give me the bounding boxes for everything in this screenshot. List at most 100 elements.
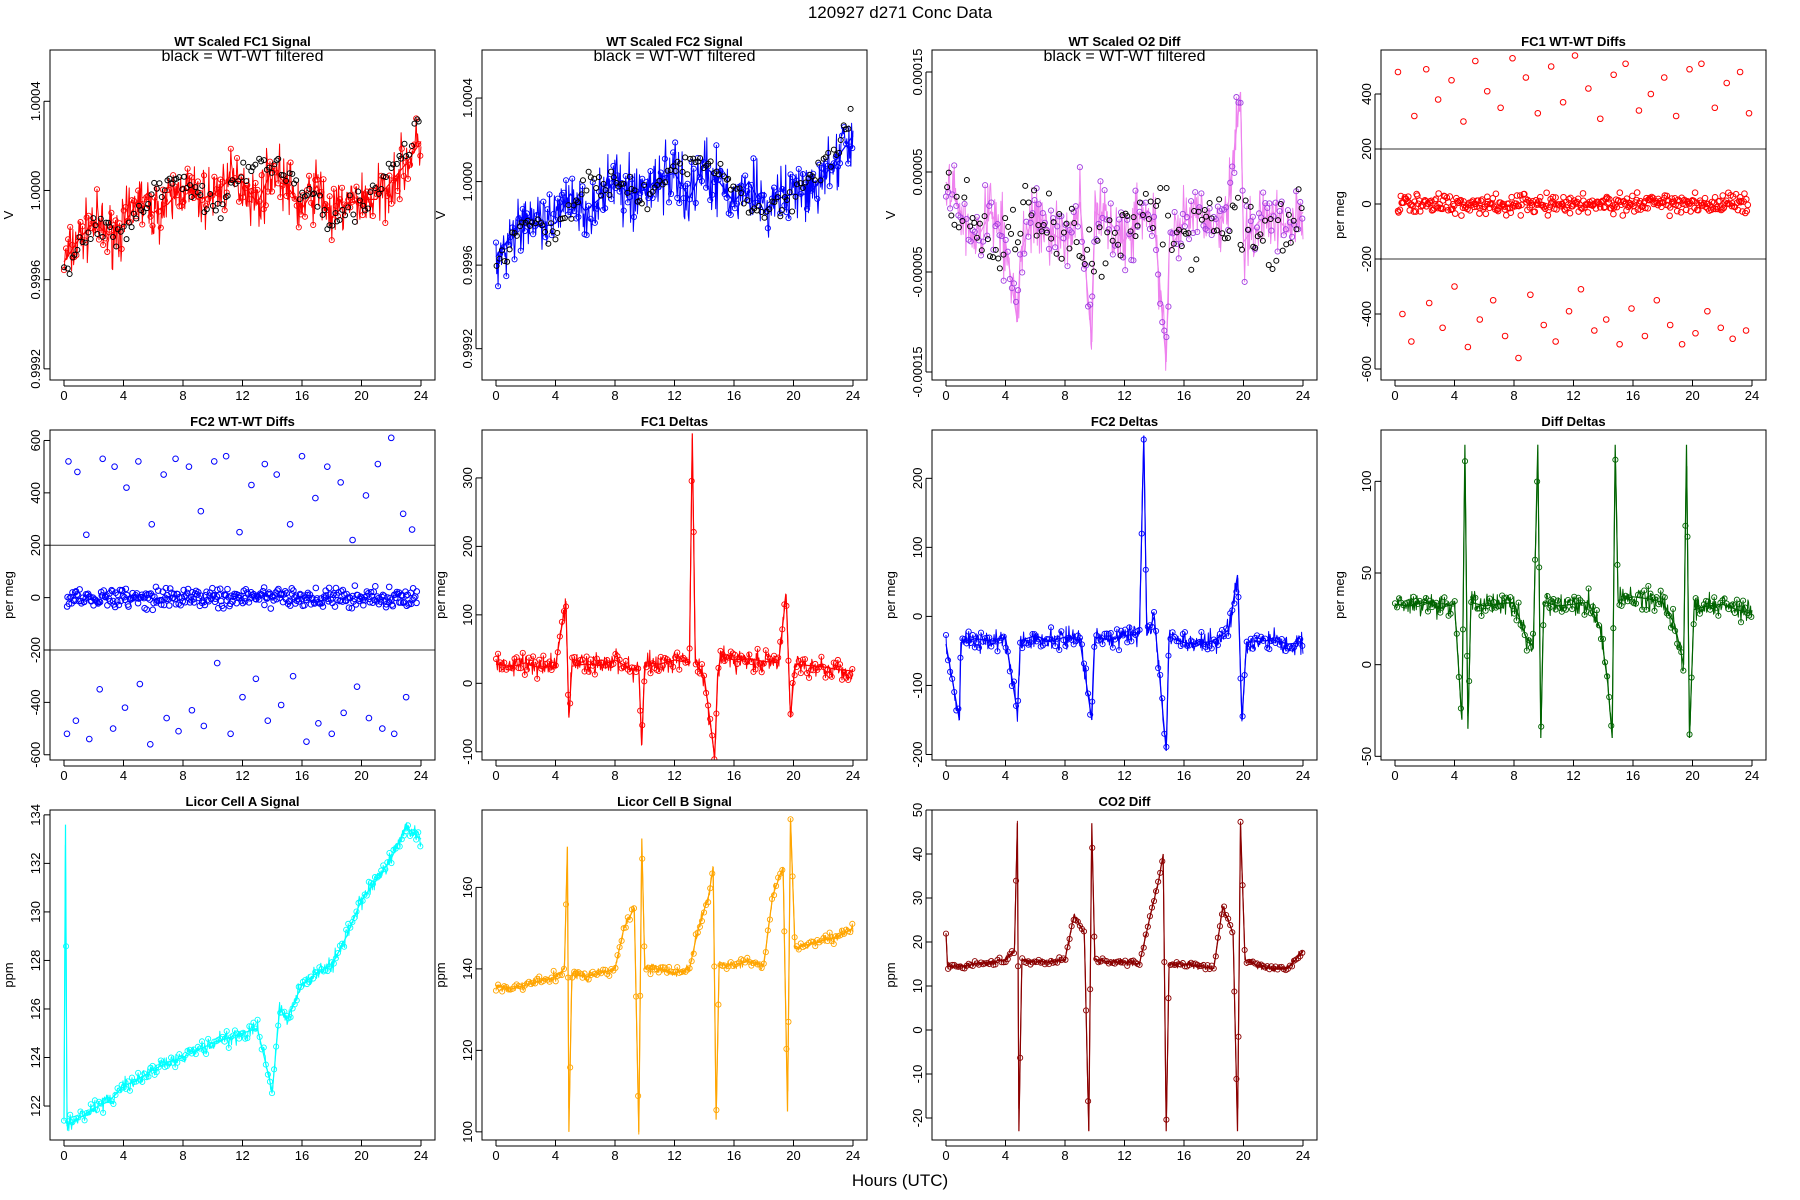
filtered-point xyxy=(1124,213,1131,220)
filtered-point xyxy=(64,265,71,272)
series-point xyxy=(293,202,300,209)
series-point xyxy=(1241,671,1248,679)
filtered-point xyxy=(1262,217,1269,224)
series-point xyxy=(707,715,714,723)
series-point xyxy=(1288,233,1296,240)
series-point xyxy=(85,1109,92,1116)
series-point xyxy=(93,1106,101,1113)
data-point xyxy=(1653,296,1661,304)
chart-title: Licor Cell A Signal xyxy=(186,794,300,809)
series-point xyxy=(536,973,543,980)
series-point xyxy=(785,1018,792,1025)
series-point xyxy=(1748,613,1755,620)
filtered-point xyxy=(1242,197,1249,204)
filtered-point xyxy=(1115,241,1122,248)
filtered-point xyxy=(493,262,500,269)
y-tick-label: 0.9996 xyxy=(28,260,43,300)
series-point xyxy=(770,892,778,899)
series-point xyxy=(102,1097,109,1104)
x-tick-label: 20 xyxy=(786,1148,800,1163)
filtered-point xyxy=(740,200,747,207)
data-point xyxy=(1497,104,1504,112)
series-point xyxy=(85,212,92,219)
y-tick-label: -400 xyxy=(28,689,43,715)
series-point xyxy=(386,172,393,179)
series-point xyxy=(1291,221,1298,228)
filtered-point xyxy=(1048,235,1055,242)
series-point xyxy=(359,212,366,219)
series-point xyxy=(1153,246,1160,253)
series-point xyxy=(663,969,670,976)
series-point xyxy=(806,674,813,681)
series-point xyxy=(89,1105,96,1112)
series-point xyxy=(777,638,784,645)
y-tick-label: 0 xyxy=(910,1026,925,1033)
filtered-point xyxy=(408,143,415,150)
series-point xyxy=(630,213,638,220)
series-point xyxy=(783,1045,790,1052)
series-point xyxy=(308,973,315,980)
filtered-point xyxy=(345,204,352,211)
filtered-point xyxy=(568,215,575,222)
y-tick-label: 20 xyxy=(910,935,925,949)
data-point xyxy=(1663,192,1671,200)
data-point xyxy=(220,605,227,612)
filtered-point xyxy=(624,189,631,196)
filtered-point xyxy=(501,258,508,265)
series-point xyxy=(1052,643,1059,650)
series-point xyxy=(1153,888,1160,895)
data-point xyxy=(1711,104,1719,112)
filtered-point xyxy=(837,137,844,144)
y-axis-label: ppm xyxy=(1,962,16,987)
series-point xyxy=(1665,612,1672,619)
filtered-point xyxy=(786,189,793,196)
series-point xyxy=(1408,599,1415,606)
filtered-point xyxy=(1111,229,1118,236)
data-point xyxy=(1630,208,1638,215)
filtered-point xyxy=(842,126,849,133)
series-point xyxy=(550,967,557,974)
series-point xyxy=(330,185,337,192)
series-point xyxy=(1280,642,1287,649)
y-tick-label: 40 xyxy=(910,847,925,861)
series-point xyxy=(273,169,280,176)
filtered-point xyxy=(1185,230,1192,237)
data-point xyxy=(169,594,177,602)
chart-title: WT Scaled FC2 Signal xyxy=(606,34,743,49)
plot-area xyxy=(492,816,856,1135)
data-point xyxy=(1565,307,1573,315)
series-point xyxy=(93,186,101,193)
series-point xyxy=(1076,634,1083,641)
series-point xyxy=(1233,1075,1240,1082)
data-point xyxy=(285,598,293,605)
series-point xyxy=(1589,603,1596,610)
series-point xyxy=(499,988,506,995)
series-point xyxy=(312,176,319,183)
filtered-point xyxy=(1130,214,1137,221)
filtered-point xyxy=(188,194,195,201)
filtered-point xyxy=(518,219,525,226)
series-point xyxy=(1550,596,1557,603)
series-point xyxy=(639,722,646,729)
series-point xyxy=(1105,226,1112,233)
series-point xyxy=(579,656,586,663)
plot-area xyxy=(492,433,856,760)
series-point xyxy=(1204,227,1211,234)
data-point xyxy=(108,587,116,595)
series-point xyxy=(1669,605,1677,612)
filtered-point xyxy=(973,234,980,241)
series-point xyxy=(988,643,995,650)
filtered-point xyxy=(644,206,651,213)
series-point xyxy=(676,666,683,673)
series-point xyxy=(1027,219,1034,226)
data-point xyxy=(1677,209,1685,216)
series-point xyxy=(1006,668,1013,675)
filtered-point xyxy=(79,239,86,246)
filtered-point xyxy=(1206,199,1213,206)
y-tick-label: 1.0000 xyxy=(460,162,475,202)
series-point xyxy=(1525,637,1532,644)
series-point xyxy=(227,145,234,152)
series-point xyxy=(1299,642,1306,649)
